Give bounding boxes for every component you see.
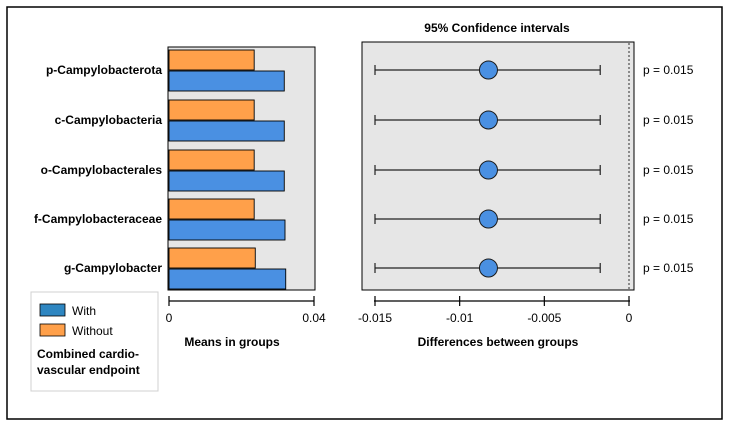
bar-with-f-campylobacteraceae	[168, 219, 286, 241]
p-value-g-campylobacter: p = 0.015	[643, 261, 694, 275]
bar-x-axis-label: Means in groups	[184, 335, 280, 349]
p-value-labels: p = 0.015 p = 0.015 p = 0.015 p = 0.015 p = …	[643, 63, 694, 275]
bar-without-f-campylobacteraceae	[168, 198, 255, 220]
ci-tick-label-1: -0.01	[446, 311, 474, 325]
category-label-c-campylobacteria: c-Campylobacteria	[55, 113, 163, 127]
legend-title-line-1: Combined cardio-	[37, 347, 139, 361]
bar-ticks: 0 0.04	[166, 296, 326, 325]
legend-title-line-2: vascular endpoint	[37, 363, 140, 377]
ci-point-o-campylobacterales	[478, 160, 498, 180]
category-label-o-campylobacterales: o-Campylobacterales	[41, 163, 163, 177]
category-label-f-campylobacteraceae: f-Campylobacteraceae	[34, 212, 162, 226]
bar-group	[168, 49, 287, 290]
ci-point-p-campylobacterota	[478, 60, 498, 80]
legend-swatch-without	[39, 323, 66, 337]
ci-title: 95% Confidence intervals	[424, 21, 570, 35]
p-value-p-campylobacterota: p = 0.015	[643, 63, 694, 77]
ci-x-axis-label: Differences between groups	[418, 335, 579, 349]
bar-without-g-campylobacter	[168, 247, 256, 269]
ci-ticks: -0.015 -0.01 -0.005 0	[358, 296, 633, 325]
category-label-g-campylobacter: g-Campylobacter	[64, 261, 162, 275]
p-value-c-campylobacteria: p = 0.015	[643, 113, 694, 127]
bar-with-c-campylobacteria	[168, 120, 285, 142]
bar-without-p-campylobacterota	[168, 49, 255, 71]
ci-point-c-campylobacteria	[478, 110, 498, 130]
legend-swatch-with	[39, 303, 66, 317]
ci-tick-label-2: -0.005	[527, 311, 561, 325]
ci-tick-label-0: -0.015	[358, 311, 392, 325]
ci-tick-label-3: 0	[626, 311, 633, 325]
legend: With Without Combined cardio- vascular e…	[30, 291, 159, 392]
ci-point-f-campylobacteraceae	[478, 209, 498, 229]
ci-panel	[361, 41, 635, 291]
legend-label-with: With	[72, 304, 96, 318]
bar-without-c-campylobacteria	[168, 99, 255, 121]
bar-with-p-campylobacterota	[168, 70, 285, 92]
bar-without-o-campylobacterales	[168, 149, 255, 171]
bar-tick-label-0: 0	[166, 311, 173, 325]
category-labels: p-Campylobacterota c-Campylobacteria o-Cam…	[34, 63, 162, 275]
category-label-p-campylobacterota: p-Campylobacterota	[46, 63, 162, 77]
ci-point-g-campylobacter	[478, 258, 498, 278]
p-value-o-campylobacterales: p = 0.015	[643, 163, 694, 177]
p-value-f-campylobacteraceae: p = 0.015	[643, 212, 694, 226]
bar-tick-label-1: 0.04	[302, 311, 326, 325]
bar-with-g-campylobacter	[168, 268, 287, 290]
bar-with-o-campylobacterales	[168, 170, 285, 192]
legend-label-without: Without	[72, 324, 113, 338]
ci-group	[374, 60, 601, 278]
